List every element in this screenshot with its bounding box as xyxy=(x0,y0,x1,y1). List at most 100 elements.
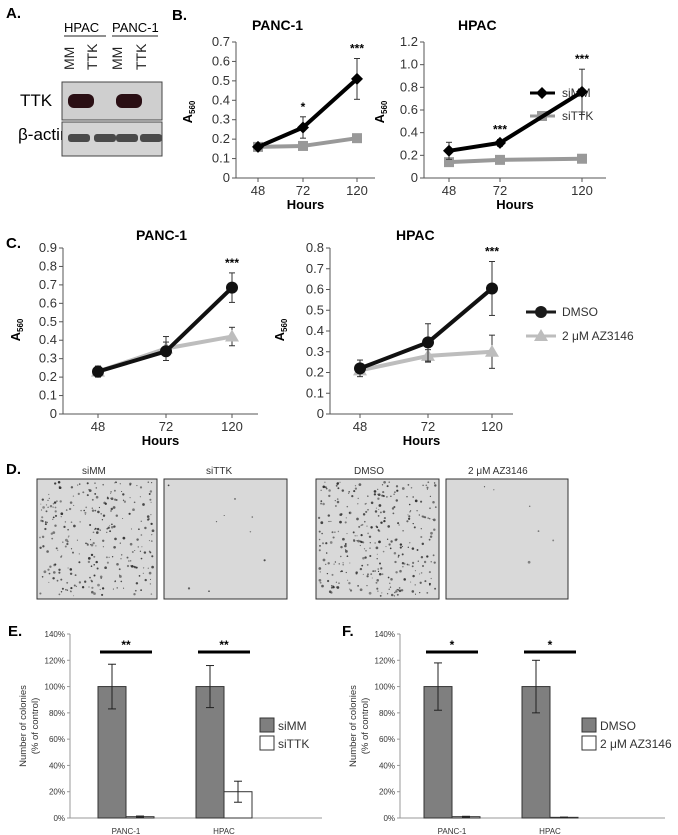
colony-dot xyxy=(368,591,372,595)
colony-dot xyxy=(101,519,104,521)
colony-dot xyxy=(344,544,347,548)
colony-dot xyxy=(409,542,411,544)
legend-c-label-1: 2 μM AZ3146 xyxy=(562,329,634,343)
colony-dot xyxy=(65,588,67,591)
colony-dot xyxy=(395,499,399,502)
colony-dot xyxy=(328,520,330,523)
x-tick-label: 48 xyxy=(353,419,367,434)
y-tick-label: 0.6 xyxy=(306,282,324,297)
colony-dot xyxy=(69,501,73,504)
colony-dot xyxy=(147,481,150,483)
colony-dot xyxy=(348,492,350,494)
colony-dot xyxy=(426,592,429,594)
colony-dot xyxy=(90,543,94,547)
colony-dot xyxy=(335,581,338,583)
colony-dot xyxy=(51,537,54,540)
colony-dot xyxy=(101,593,104,596)
colony-dot xyxy=(414,570,416,572)
colony-dot xyxy=(114,482,116,484)
colony-dot xyxy=(383,519,386,523)
colony-dot xyxy=(144,578,147,582)
colony-dot xyxy=(93,528,96,530)
colony-dot xyxy=(401,487,405,490)
colony-dot xyxy=(348,490,351,493)
colony-dot xyxy=(332,585,335,587)
colony-dot xyxy=(60,591,63,593)
legend-e-swatch-0 xyxy=(259,717,275,733)
colony-dot xyxy=(133,501,136,504)
series-line xyxy=(97,286,234,374)
blot-lane-label: MM xyxy=(109,47,125,70)
colony-dot xyxy=(100,512,103,515)
colony-dot xyxy=(41,498,44,501)
series-line xyxy=(448,156,583,165)
significance-marker: ** xyxy=(121,638,131,652)
colony-dot xyxy=(362,573,364,575)
data-point xyxy=(576,85,588,98)
colony-dot xyxy=(420,528,422,530)
colony-dot xyxy=(401,545,403,548)
colony-dot xyxy=(87,557,91,560)
chart-e-colonies: 0% 20% 40% 60% 80% 100% 120% 140% Number of colo… xyxy=(18,630,322,835)
y-axis-label: A560 xyxy=(272,318,289,341)
y-tick-label: 0.8 xyxy=(306,240,324,255)
colony-dot xyxy=(407,514,409,516)
colony-dot xyxy=(135,582,139,585)
colony-image-1 xyxy=(163,478,288,600)
panel-label-c: C. xyxy=(6,235,21,252)
colony-dot xyxy=(346,555,349,558)
colony-dot xyxy=(425,484,428,487)
colony-dot xyxy=(109,525,111,527)
colony-dot xyxy=(396,588,398,591)
colony-dot xyxy=(381,573,384,576)
colony-dot xyxy=(390,593,394,597)
colony-dot xyxy=(46,521,49,524)
colony-dot xyxy=(338,582,340,584)
colony-dot xyxy=(119,483,121,485)
x-tick-label: 48 xyxy=(442,183,456,198)
colony-dot xyxy=(137,546,140,548)
colony-dot xyxy=(375,581,378,584)
colony-dot xyxy=(330,586,333,589)
y-tick-label: 0.5 xyxy=(212,73,230,88)
data-point xyxy=(297,121,309,134)
data-point xyxy=(226,281,238,294)
colony-dot xyxy=(356,540,358,542)
colony-dot xyxy=(86,543,89,545)
colony-dot xyxy=(399,569,402,573)
y-axis-label: (% of control) xyxy=(360,698,371,755)
colony-dot xyxy=(321,532,323,535)
colony-dot xyxy=(429,535,433,538)
colony-dot xyxy=(389,547,392,550)
colony-dot xyxy=(420,556,424,559)
legend-e-label-1: siTTK xyxy=(278,737,309,751)
colony-dot xyxy=(379,595,382,597)
colony-dot xyxy=(99,588,101,591)
colony-dot xyxy=(430,561,432,563)
y-tick-label: 80% xyxy=(49,709,65,718)
y-tick-label: 0.5 xyxy=(39,314,57,329)
legend-f-label-0: DMSO xyxy=(600,719,636,733)
colony-dot xyxy=(97,510,100,514)
colony-dot xyxy=(483,486,486,488)
colony-dot xyxy=(370,573,373,575)
colony-dot xyxy=(377,493,381,497)
y-tick-label: 100% xyxy=(45,683,65,692)
colony-dot xyxy=(119,574,121,576)
significance-marker: *** xyxy=(575,52,589,66)
colony-dot xyxy=(129,482,132,485)
colony-dot xyxy=(54,514,58,517)
colony-dot xyxy=(59,500,62,503)
colony-dot xyxy=(55,547,58,550)
colony-dot xyxy=(56,500,58,502)
colony-dot xyxy=(82,491,85,494)
colony-dot xyxy=(380,521,383,524)
colony-dot xyxy=(382,494,384,497)
colony-dot xyxy=(369,547,371,549)
colony-label-1: siTTK xyxy=(206,466,232,477)
colony-dot xyxy=(150,514,152,516)
colony-dot xyxy=(434,587,437,590)
colony-dot xyxy=(373,490,377,493)
colony-dot xyxy=(364,520,366,523)
x-tick-label: PANC-1 xyxy=(112,827,141,835)
